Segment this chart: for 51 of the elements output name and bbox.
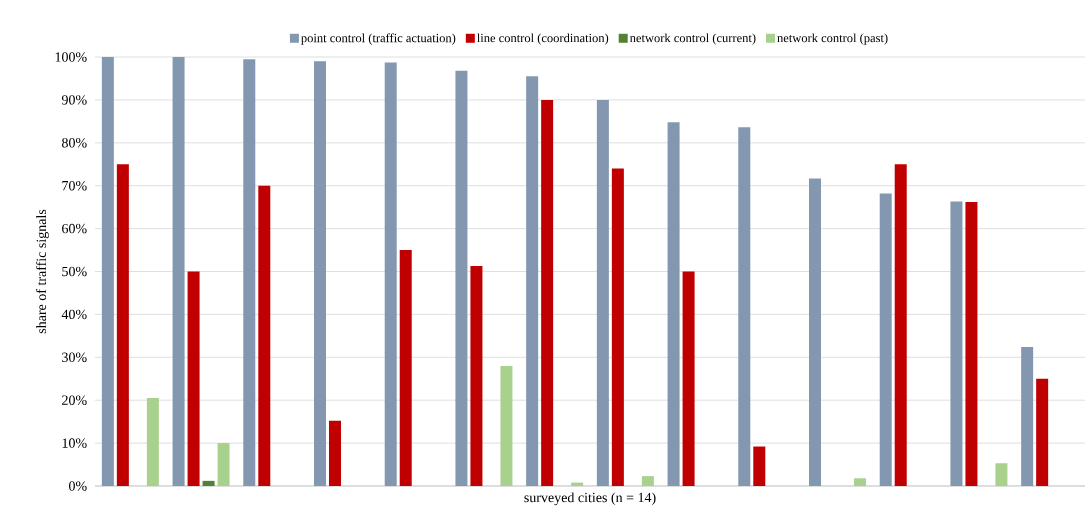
y-tick-label: 100% bbox=[55, 52, 87, 62]
bar bbox=[641, 476, 654, 486]
bar bbox=[541, 99, 554, 486]
bar bbox=[258, 185, 271, 486]
bar bbox=[500, 365, 513, 486]
bar bbox=[217, 443, 230, 486]
bar bbox=[1021, 347, 1034, 486]
y-tick-label: 0% bbox=[69, 481, 87, 491]
bar bbox=[738, 127, 751, 486]
bar bbox=[470, 265, 483, 486]
bar bbox=[965, 202, 978, 486]
y-tick-label: 70% bbox=[62, 180, 87, 191]
legend-label: line control (coordination) bbox=[477, 33, 609, 45]
bar bbox=[455, 70, 468, 486]
bar bbox=[995, 463, 1008, 486]
bar bbox=[314, 61, 326, 486]
bar bbox=[1036, 378, 1049, 486]
x-axis-title: surveyed cities (n = 14) bbox=[524, 492, 656, 506]
bar bbox=[809, 178, 822, 486]
bar bbox=[329, 420, 341, 486]
bar bbox=[682, 271, 695, 486]
bar bbox=[667, 122, 680, 486]
bar bbox=[879, 193, 892, 486]
legend-label: point control (traffic actuation) bbox=[301, 33, 456, 45]
bar bbox=[243, 59, 256, 486]
y-tick-label: 30% bbox=[62, 352, 87, 363]
y-axis-title: share of traffic signals bbox=[36, 209, 49, 334]
bar bbox=[146, 398, 159, 486]
bar bbox=[950, 201, 963, 486]
y-tick-label: 60% bbox=[62, 223, 87, 234]
y-tick-label: 90% bbox=[61, 95, 87, 105]
bar bbox=[526, 76, 539, 486]
bar bbox=[399, 250, 412, 486]
y-tick-label: 80% bbox=[62, 138, 87, 148]
legend-label: network control (current) bbox=[629, 33, 756, 45]
y-tick-label: 20% bbox=[62, 395, 87, 405]
bar bbox=[854, 478, 867, 486]
bar bbox=[596, 99, 609, 486]
bar bbox=[116, 164, 129, 486]
bar bbox=[611, 168, 624, 486]
bar bbox=[202, 480, 215, 486]
bar bbox=[894, 164, 907, 486]
y-tick-label: 40% bbox=[61, 309, 87, 320]
bar bbox=[187, 271, 200, 486]
bar bbox=[172, 57, 185, 486]
legend-label: network control (past) bbox=[777, 33, 888, 45]
y-tick-label: 50% bbox=[62, 266, 87, 277]
bar bbox=[753, 446, 766, 486]
bar bbox=[384, 62, 397, 486]
bar bbox=[101, 57, 114, 486]
y-tick-label: 10% bbox=[62, 438, 87, 448]
